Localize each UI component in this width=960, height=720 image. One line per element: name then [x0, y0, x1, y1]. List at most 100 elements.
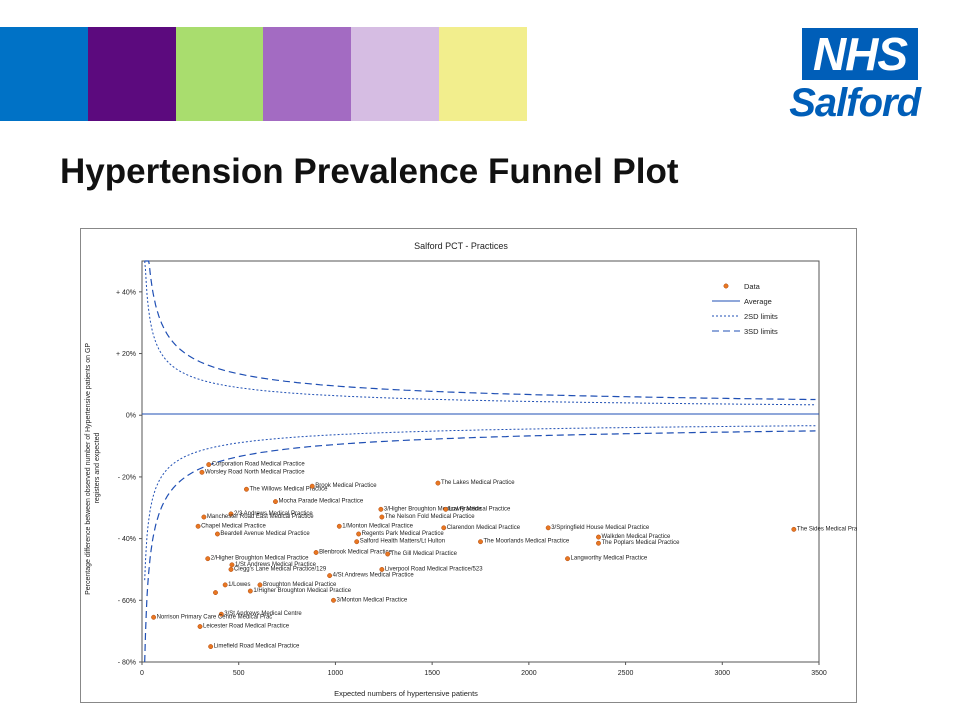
- nhs-org-name: Salford: [789, 81, 921, 125]
- y-tick-label: - 60%: [118, 598, 136, 605]
- data-point: [331, 597, 336, 603]
- x-tick-label: 500: [233, 670, 245, 677]
- data-point-label: The Gill Medical Practice: [391, 551, 458, 557]
- data-point: [199, 469, 205, 475]
- y-tick-label: - 40%: [118, 536, 136, 543]
- data-point-label: 2/Higher Broughton Medical Practice: [211, 556, 309, 562]
- data-point-label: Chapel Medical Practice: [201, 523, 266, 529]
- data-point: [336, 523, 342, 529]
- x-tick-label: 2500: [618, 670, 634, 677]
- header-color-bands: [0, 27, 527, 121]
- data-point: [205, 556, 211, 562]
- limit-curves: [144, 260, 816, 663]
- data-point-label: Blenbrook Medical Practice: [319, 549, 392, 555]
- data-points: Corporation Road Medical PracticeWorsley…: [151, 462, 870, 650]
- data-point: [443, 506, 449, 512]
- upper-3sd-limit: [144, 260, 816, 401]
- chart-legend: Data Average 2SD limits 3SD limits: [712, 282, 778, 336]
- data-point: [565, 556, 570, 562]
- data-point: [273, 499, 278, 505]
- data-point-label: Corporation Road Medical Practice: [212, 462, 306, 468]
- data-point: [478, 539, 483, 545]
- y-axis-ticks: - 80% - 60% - 40% - 20% 0% + 20% + 40%: [116, 289, 142, 667]
- nhs-logo-text: NHS: [812, 28, 908, 80]
- chart-svg: Salford PCT - Practices Corporation Road…: [80, 228, 870, 703]
- data-point-label: 3/St Andrews Medical Centre: [224, 611, 302, 617]
- y-tick-label: + 40%: [116, 289, 136, 296]
- data-point: [228, 567, 234, 572]
- data-point-label: Regents Park Medical Practice: [362, 531, 445, 537]
- data-point: [257, 582, 263, 588]
- data-point-label: Worsley Road North Medical Practice: [205, 469, 305, 475]
- x-axis-label: Expected numbers of hypertensive patient…: [334, 689, 478, 698]
- data-point: [356, 531, 362, 537]
- data-point: [791, 526, 797, 532]
- legend-label: Data: [744, 282, 761, 291]
- data-point-label: 1/St Andrews Medical Practice: [235, 562, 317, 568]
- color-band: [175, 27, 264, 121]
- y-axis-label-line-2: registers and expected: [94, 432, 101, 503]
- x-tick-label: 2000: [521, 670, 537, 677]
- data-point-label: Salford Health Matters/Lt Hulton: [360, 539, 445, 545]
- color-band: [87, 27, 176, 121]
- data-point: [596, 540, 601, 546]
- x-axis-ticks: 0 500 1000 1500 2000 2500 3000 3500: [140, 662, 827, 677]
- data-point: [596, 534, 601, 540]
- x-tick-label: 1500: [424, 670, 440, 677]
- data-point: [222, 582, 228, 588]
- data-point: [218, 611, 224, 617]
- data-point: [435, 480, 441, 486]
- data-point: [228, 511, 234, 517]
- chart-frame: [80, 228, 857, 703]
- data-point: [214, 531, 220, 537]
- data-point: [379, 567, 385, 572]
- data-point: [213, 590, 218, 596]
- y-axis-label-line-1: Percentage difference between observed n…: [85, 343, 92, 595]
- data-point: [197, 624, 203, 629]
- data-point-label: 1/Higher Broughton Medical Practice: [253, 588, 351, 594]
- color-band: [263, 27, 352, 121]
- data-point: [244, 486, 249, 492]
- data-point: [151, 614, 157, 620]
- plot-area: [141, 260, 820, 663]
- y-tick-label: - 80%: [118, 660, 136, 667]
- nhs-salford-logo: NHS Salford: [784, 26, 921, 126]
- data-point: [201, 514, 207, 520]
- data-point: [385, 551, 391, 557]
- x-tick-label: 1000: [328, 670, 344, 677]
- data-point-label: The Sides Medical Practice: [797, 526, 857, 532]
- data-point: [313, 550, 319, 555]
- data-point: [229, 562, 235, 568]
- data-point-label: The Lakes Medical Practice: [441, 480, 515, 486]
- chart-title: Salford PCT - Practices: [414, 241, 508, 251]
- legend-label: 2SD limits: [744, 312, 778, 321]
- data-point-label: Clegg's Lane Medical Practice/129: [234, 566, 327, 572]
- data-point-label: 3/Higher Broughton Medical Practice: [384, 506, 482, 512]
- data-point-label: The Moorlands Medical Practice: [484, 539, 570, 545]
- data-point-label: The Poplars Medical Practice: [601, 540, 680, 546]
- color-band: [351, 27, 440, 121]
- data-point: [441, 525, 447, 531]
- data-point: [208, 644, 214, 650]
- data-point: [309, 483, 315, 489]
- data-point-label: Norrison Primary Care Centre Medical Pra…: [157, 614, 273, 620]
- y-axis-label: Percentage difference between observed n…: [85, 341, 101, 595]
- data-point: [354, 539, 360, 545]
- lower-2sd-limit: [144, 425, 816, 581]
- data-point-label: Broughton Medical Practice: [263, 582, 337, 588]
- data-point-label: Brook Medical Practice: [315, 483, 377, 489]
- data-point-label: Manchester Road East Medical Practice: [207, 514, 314, 520]
- data-point-label: 3/Springfield House Medical Practice: [551, 525, 650, 531]
- legend-label: Average: [744, 297, 772, 306]
- data-point: [247, 588, 253, 594]
- legend-label: 3SD limits: [744, 327, 778, 336]
- y-tick-label: + 20%: [116, 351, 136, 358]
- data-point-label: Leicester Road Medical Practice: [203, 624, 290, 630]
- data-point-label: Liverpool Road Medical Practice/523: [385, 566, 483, 572]
- data-point: [195, 523, 201, 529]
- data-point-label: 2/3 Andrews Medical Practice: [234, 511, 313, 517]
- data-point: [206, 462, 212, 468]
- data-point-label: 4/St Andrews Medical Practice: [333, 573, 415, 579]
- data-point: [545, 525, 551, 531]
- nhs-logo-box: NHS: [802, 28, 918, 80]
